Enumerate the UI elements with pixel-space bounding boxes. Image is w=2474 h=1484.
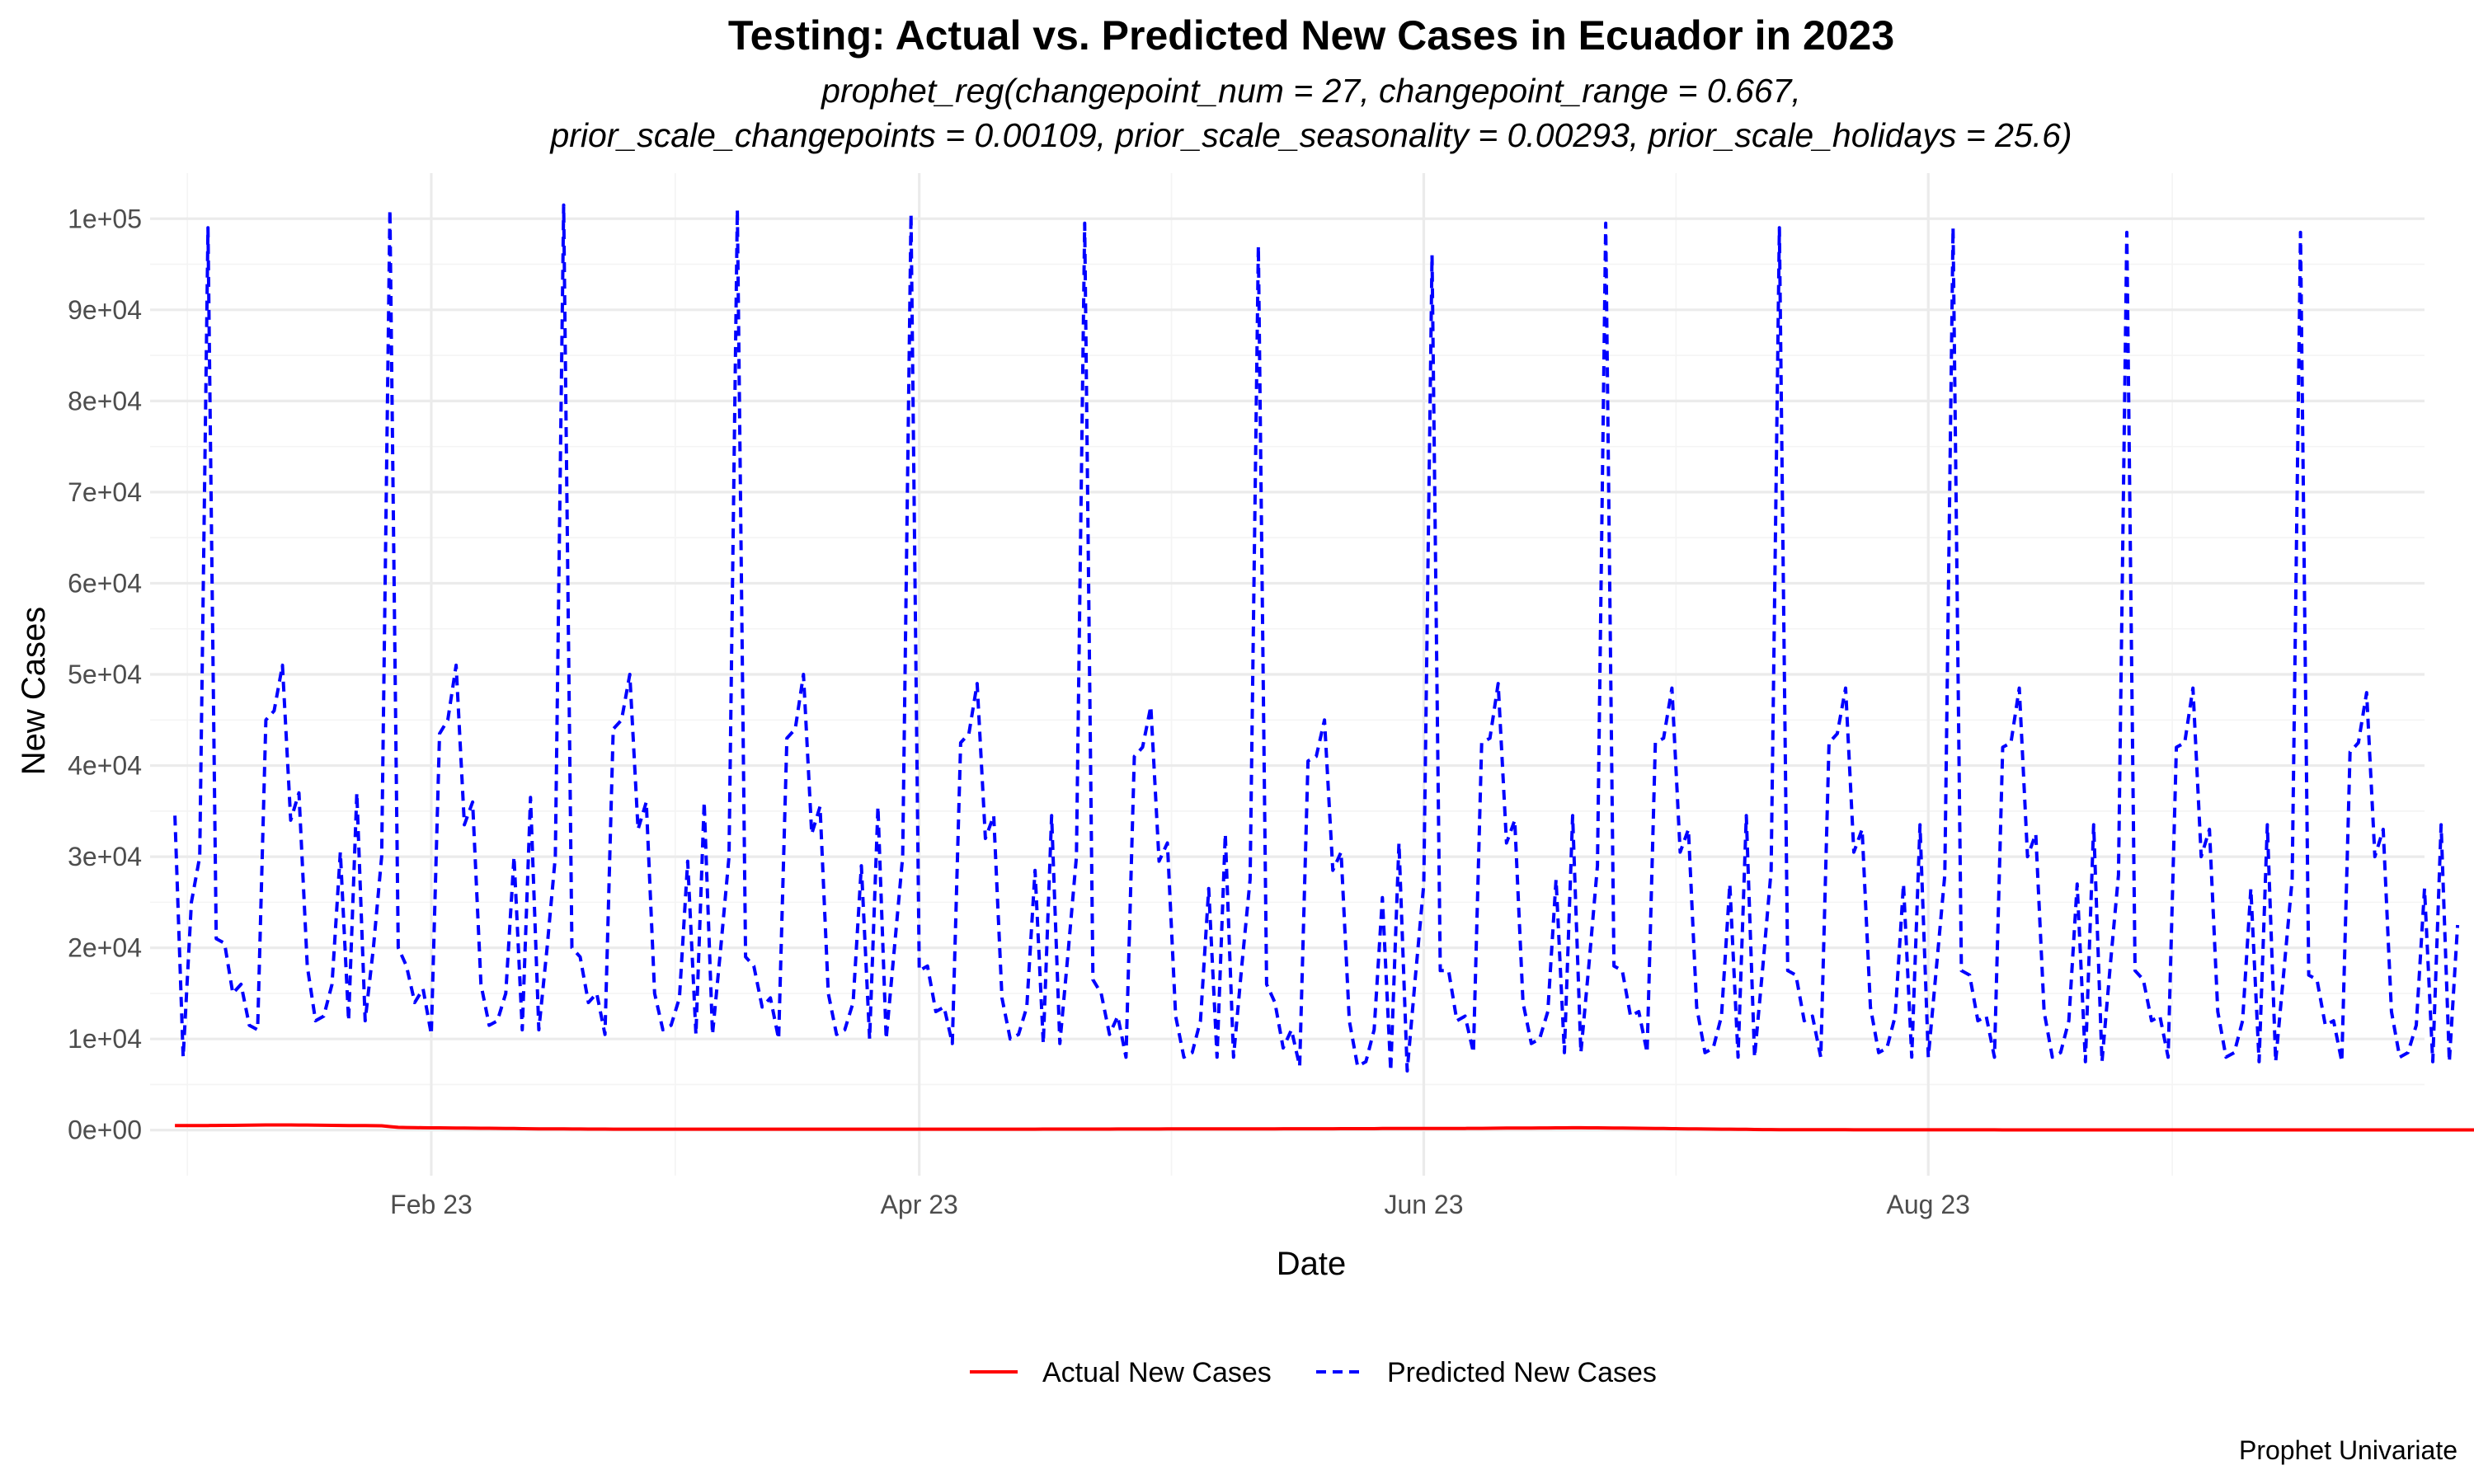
chart-subtitle-line-1: prophet_reg(changepoint_num = 27, change…: [820, 72, 1801, 110]
y-tick-label: 4e+04: [68, 751, 142, 781]
legend: Actual New Cases Predicted New Cases: [970, 1357, 1657, 1388]
x-tick-label: Aug 23: [1887, 1190, 1970, 1219]
y-tick-label: 1e+04: [68, 1024, 142, 1054]
x-tick-label: Apr 23: [881, 1190, 958, 1219]
y-axis: 0e+00 1e+04 2e+04 3e+04 4e+04 5e+04 6e+04 7e+04…: [68, 204, 142, 1144]
x-axis-title: Date: [1277, 1246, 1347, 1282]
x-tick-label: Feb 23: [390, 1190, 473, 1219]
legend-label-predicted: Predicted New Cases: [1387, 1357, 1657, 1388]
chart-caption: Prophet Univariate: [2239, 1435, 2458, 1465]
y-tick-label: 0e+00: [68, 1115, 142, 1145]
x-axis: Feb 23 Apr 23 Jun 23 Aug 23: [390, 1190, 1970, 1219]
y-tick-label: 9e+04: [68, 295, 142, 325]
y-tick-label: 8e+04: [68, 386, 142, 416]
y-tick-label: 3e+04: [68, 842, 142, 871]
y-tick-label: 5e+04: [68, 660, 142, 689]
y-tick-label: 6e+04: [68, 568, 142, 598]
grid-lines: [150, 173, 2425, 1176]
series-line-predicted: [173, 203, 2460, 1073]
chart-subtitle-line-2: prior_scale_changepoints = 0.00109, prio…: [548, 116, 2072, 154]
y-axis-title: New Cases: [16, 607, 52, 776]
plot-series: [173, 203, 2474, 1132]
x-tick-label: Jun 23: [1384, 1190, 1463, 1219]
series-line-actual: [175, 1123, 2474, 1132]
y-tick-label: 7e+04: [68, 477, 142, 507]
y-tick-label: 1e+05: [68, 204, 142, 233]
legend-label-actual: Actual New Cases: [1042, 1357, 1272, 1388]
y-tick-label: 2e+04: [68, 933, 142, 963]
chart-title: Testing: Actual vs. Predicted New Cases …: [728, 12, 1894, 59]
